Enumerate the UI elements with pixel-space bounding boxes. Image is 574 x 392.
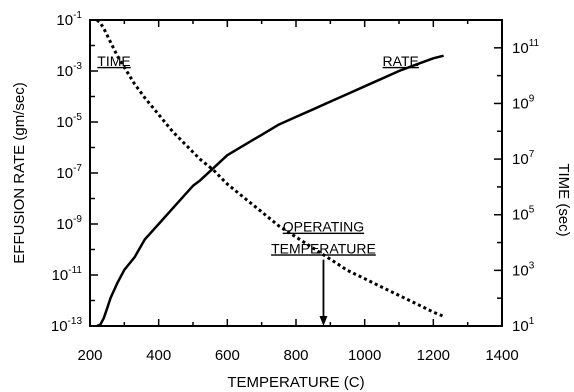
right-y-axis-label: TIME (sec) bbox=[555, 163, 572, 236]
annotation-rate: RATE bbox=[383, 53, 419, 69]
annotations: TIME RATE OPERATING TEMPERATURE bbox=[97, 53, 419, 326]
x-axis-label: TEMPERATURE (C) bbox=[227, 374, 364, 391]
operating-arrow-head bbox=[319, 316, 328, 326]
x-tick-labels: 200 400 600 800 1000 1200 1400 bbox=[77, 347, 518, 364]
left-y-tick-label: 10-11 bbox=[52, 265, 83, 284]
x-tick-label: 1200 bbox=[417, 347, 450, 364]
series-line-rate bbox=[96, 54, 444, 328]
annotation-time: TIME bbox=[97, 53, 130, 69]
annotation-operating: OPERATING bbox=[283, 219, 364, 235]
annotation-temperature: TEMPERATURE bbox=[271, 240, 376, 256]
ticks bbox=[89, 19, 503, 327]
left-y-tick-labels: 10-13 10-11 10-9 10-7 10-5 10-3 10-1 bbox=[51, 10, 83, 335]
left-y-tick-label: 10-13 bbox=[51, 316, 83, 335]
x-tick-label: 1000 bbox=[348, 347, 381, 364]
x-tick-label: 400 bbox=[146, 347, 171, 364]
right-y-tick-label: 103 bbox=[512, 260, 535, 279]
x-tick-label: 600 bbox=[215, 347, 240, 364]
right-y-tick-labels: 101 103 105 107 109 1011 bbox=[512, 38, 540, 335]
x-tick-label: 1400 bbox=[485, 347, 518, 364]
right-y-tick-label: 1011 bbox=[512, 38, 540, 57]
left-y-axis-label: EFFUSION RATE (gm/sec) bbox=[11, 82, 28, 263]
x-tick-label: 200 bbox=[77, 347, 102, 364]
left-y-tick-label: 10-9 bbox=[56, 214, 82, 233]
series bbox=[95, 18, 445, 328]
plot-frame bbox=[89, 19, 503, 327]
left-y-tick-label: 10-5 bbox=[56, 112, 82, 131]
x-tick-label: 800 bbox=[283, 347, 308, 364]
left-y-tick-label: 10-1 bbox=[56, 10, 82, 29]
right-y-tick-label: 107 bbox=[512, 149, 535, 168]
right-y-tick-label: 101 bbox=[512, 316, 535, 335]
right-y-tick-label: 105 bbox=[512, 205, 535, 224]
left-y-tick-label: 10-7 bbox=[56, 163, 82, 182]
series-line-time bbox=[95, 18, 445, 318]
left-y-tick-label: 10-3 bbox=[56, 61, 82, 80]
right-y-tick-label: 109 bbox=[512, 93, 535, 112]
